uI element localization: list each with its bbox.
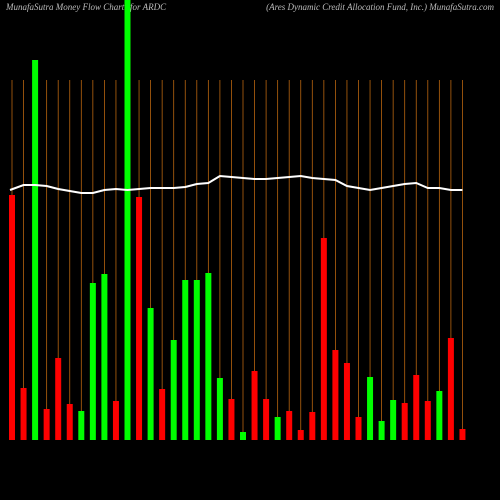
bar	[309, 412, 316, 440]
bar	[251, 371, 258, 440]
bar	[332, 350, 339, 440]
bar	[170, 340, 177, 440]
bar	[413, 375, 420, 440]
price-line	[9, 174, 463, 194]
bar	[147, 308, 154, 440]
bar	[159, 389, 166, 440]
bar	[436, 391, 443, 440]
bar	[274, 417, 281, 440]
bar	[136, 197, 143, 440]
bar	[205, 273, 212, 440]
bar	[320, 238, 327, 440]
bar	[343, 363, 350, 440]
bar	[55, 358, 62, 440]
chart-title: MunafaSutra Money Flow Charts for ARDC	[5, 2, 167, 12]
bar	[20, 388, 27, 440]
bar	[9, 195, 15, 440]
bar	[459, 429, 466, 440]
bar	[78, 411, 85, 440]
bar	[378, 421, 385, 440]
bar	[193, 280, 200, 440]
bar	[228, 399, 235, 440]
bar	[424, 401, 431, 440]
bar	[367, 377, 374, 440]
bar	[112, 401, 119, 440]
bar	[124, 0, 131, 440]
bar	[263, 399, 270, 440]
bar	[101, 274, 108, 440]
bar	[66, 404, 73, 440]
bar	[43, 409, 50, 440]
bar	[390, 400, 397, 440]
chart-subtitle: (Ares Dynamic Credit Allocation Fund, In…	[266, 2, 494, 12]
bar	[401, 403, 408, 440]
bar	[32, 60, 39, 440]
bar	[355, 417, 362, 440]
bar	[216, 378, 223, 440]
bar	[297, 430, 304, 440]
bar	[286, 411, 293, 440]
bar	[182, 280, 189, 440]
bar	[447, 338, 454, 440]
bar	[89, 283, 96, 440]
bar	[240, 432, 246, 440]
